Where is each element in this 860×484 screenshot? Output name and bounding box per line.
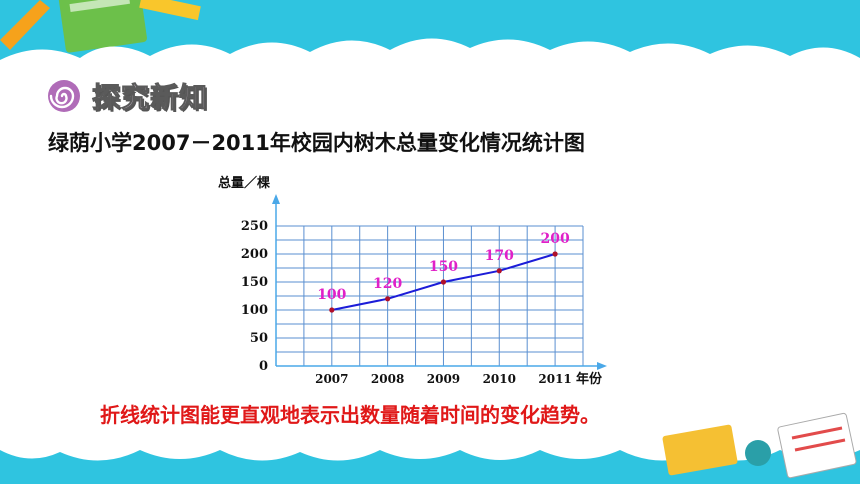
- y-tick-label: 0: [259, 359, 268, 374]
- conclusion-text: 折线统计图能更直观地表示出数量随着时间的变化趋势。: [100, 403, 600, 427]
- cloud-card: [0, 38, 860, 461]
- data-label: 150: [429, 259, 458, 275]
- chart-ticks: 0 50 100 150 200 250 2007 2008 2009 2010 2011: [241, 219, 572, 386]
- pencil-icon: [0, 0, 50, 50]
- y-tick-label: 100: [241, 303, 268, 318]
- x-tick-label: 2011: [538, 372, 571, 386]
- spiral-icon: [48, 80, 80, 112]
- y-tick-label: 250: [241, 219, 268, 234]
- y-axis-label: 总量／棵: [218, 175, 270, 191]
- data-point: [385, 296, 391, 302]
- data-point: [496, 268, 502, 274]
- ruler-icon: [139, 0, 201, 21]
- data-point: [440, 279, 447, 285]
- y-tick-label: 150: [241, 275, 268, 290]
- x-axis-label: 年份: [576, 371, 603, 387]
- chart-title: 绿荫小学2007－2011年校园内树木总量变化情况统计图: [48, 131, 585, 155]
- y-axis-arrow: [272, 194, 280, 204]
- chart-series: 100 120 150 170 200: [317, 231, 570, 313]
- data-point: [329, 307, 335, 313]
- data-label: 170: [485, 248, 514, 264]
- chart-grid: [276, 225, 584, 366]
- notebook-icon: [58, 0, 147, 53]
- y-tick-label: 50: [250, 331, 268, 346]
- section-title: 探究新知: [91, 81, 209, 115]
- x-tick-label: 2008: [371, 372, 404, 386]
- x-tick-label: 2010: [483, 372, 516, 386]
- data-label: 100: [317, 287, 346, 303]
- chart-axes: [272, 194, 607, 370]
- y-tick-label: 200: [241, 247, 268, 262]
- data-label: 200: [540, 231, 569, 247]
- books-icon: [662, 412, 857, 479]
- x-tick-label: 2009: [427, 372, 460, 386]
- data-label: 120: [373, 276, 402, 292]
- x-axis-arrow: [597, 362, 607, 370]
- x-tick-label: 2007: [315, 372, 348, 386]
- data-point: [552, 251, 558, 257]
